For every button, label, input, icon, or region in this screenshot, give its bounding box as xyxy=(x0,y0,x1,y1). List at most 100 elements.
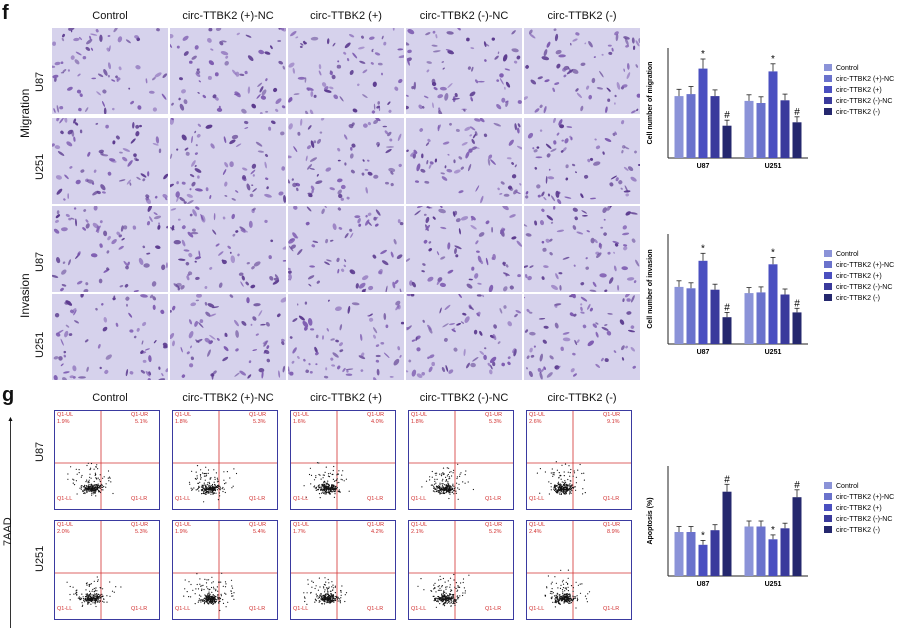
event-dot xyxy=(88,594,90,596)
event-dot xyxy=(328,598,330,600)
event-dot xyxy=(562,593,564,595)
event-dot xyxy=(210,489,212,491)
event-dot xyxy=(443,487,445,489)
event-dot xyxy=(344,600,346,603)
event-dot xyxy=(213,598,215,600)
event-dot xyxy=(81,605,83,607)
event-dot xyxy=(318,601,320,603)
event-dot xyxy=(308,473,311,476)
event-dot xyxy=(217,486,219,488)
event-dot xyxy=(446,602,448,604)
g-row-label-u251: U251 xyxy=(34,545,46,572)
event-dot xyxy=(307,583,309,585)
event-dot xyxy=(324,599,326,601)
event-dot xyxy=(84,486,86,488)
event-dot xyxy=(340,591,342,593)
event-dot xyxy=(80,476,82,478)
event-dot xyxy=(90,483,92,485)
event-dot xyxy=(203,475,206,477)
quadrant-label-ul: Q1-UL xyxy=(411,522,428,528)
event-dot xyxy=(322,599,324,601)
event-dot xyxy=(205,474,208,476)
event-dot xyxy=(568,597,570,600)
event-dot xyxy=(195,489,197,491)
event-dot xyxy=(89,473,91,475)
event-dot xyxy=(204,479,206,481)
event-dot xyxy=(330,593,332,595)
micrograph-r2-c1 xyxy=(170,206,286,292)
apoptosis-bar-u251-1 xyxy=(756,526,766,576)
event-dot xyxy=(438,485,440,487)
event-dot xyxy=(337,596,339,598)
event-dot xyxy=(452,596,454,598)
event-dot xyxy=(559,595,561,597)
event-dot xyxy=(93,491,95,493)
apoptosis-legend-label-2: circ-TTBK2 (+) xyxy=(836,505,882,512)
event-dot xyxy=(313,486,315,488)
event-dot xyxy=(207,484,209,486)
event-dot xyxy=(203,473,205,475)
event-dot xyxy=(462,581,464,584)
quadrant-label-ul: Q1-UL xyxy=(293,522,310,528)
event-dot xyxy=(76,594,78,596)
event-dot xyxy=(344,594,346,596)
event-dot xyxy=(439,482,441,484)
event-dot xyxy=(434,582,436,584)
event-dot xyxy=(325,492,327,494)
quadrant-value-ur: 5.3% xyxy=(253,419,266,425)
event-dot xyxy=(448,490,451,492)
event-dot xyxy=(214,476,216,478)
event-dot xyxy=(570,492,572,494)
event-dot xyxy=(88,584,90,586)
event-dot xyxy=(220,595,222,597)
apoptosis-bar-u87-4 xyxy=(722,491,732,576)
event-dot xyxy=(439,603,441,605)
event-dot xyxy=(206,596,208,598)
event-dot xyxy=(566,486,569,488)
event-dot xyxy=(196,477,198,479)
event-dot xyxy=(323,484,325,486)
event-dot xyxy=(94,490,96,492)
event-dot xyxy=(558,602,560,604)
event-dot xyxy=(575,607,577,609)
g-row-label-u87: U87 xyxy=(34,441,46,462)
event-dot xyxy=(547,575,549,577)
invasion-bar-u251-4 xyxy=(792,312,802,344)
quadrant-label-lr: Q1-LR xyxy=(131,606,148,612)
invasion-bar-u87-4 xyxy=(722,317,732,344)
event-dot xyxy=(332,484,334,487)
event-dot xyxy=(436,489,438,491)
event-dot xyxy=(324,489,326,491)
event-dot xyxy=(326,587,328,589)
event-dot xyxy=(219,600,221,602)
event-dot xyxy=(446,586,448,588)
event-dot xyxy=(207,598,209,600)
event-dot xyxy=(559,594,561,596)
apoptosis-annotation-u251-2: * xyxy=(771,525,775,536)
event-dot xyxy=(328,487,330,489)
event-dot xyxy=(445,596,447,598)
event-dot xyxy=(557,491,559,493)
event-dot xyxy=(327,473,330,475)
event-dot xyxy=(235,472,238,475)
event-dot xyxy=(320,595,322,597)
event-dot xyxy=(445,476,447,478)
event-dot xyxy=(92,598,94,600)
event-dot xyxy=(314,601,316,603)
event-dot xyxy=(441,593,443,595)
event-dot xyxy=(225,482,227,484)
invasion-bar-u251-3 xyxy=(780,294,790,344)
event-dot xyxy=(88,490,91,492)
event-dot xyxy=(97,593,99,595)
event-dot xyxy=(445,586,447,588)
event-dot xyxy=(455,587,457,590)
f-row-label-u251-migration: U251 xyxy=(34,153,46,180)
micrograph-r1-c2 xyxy=(288,118,404,204)
event-dot xyxy=(101,489,103,491)
event-dot xyxy=(441,480,443,482)
apoptosis-y-label: Apoptosis (%) xyxy=(647,497,654,544)
event-dot xyxy=(433,485,435,487)
quadrant-value-ul: 1.8% xyxy=(411,419,424,425)
event-dot xyxy=(212,488,214,490)
event-dot xyxy=(324,481,326,483)
